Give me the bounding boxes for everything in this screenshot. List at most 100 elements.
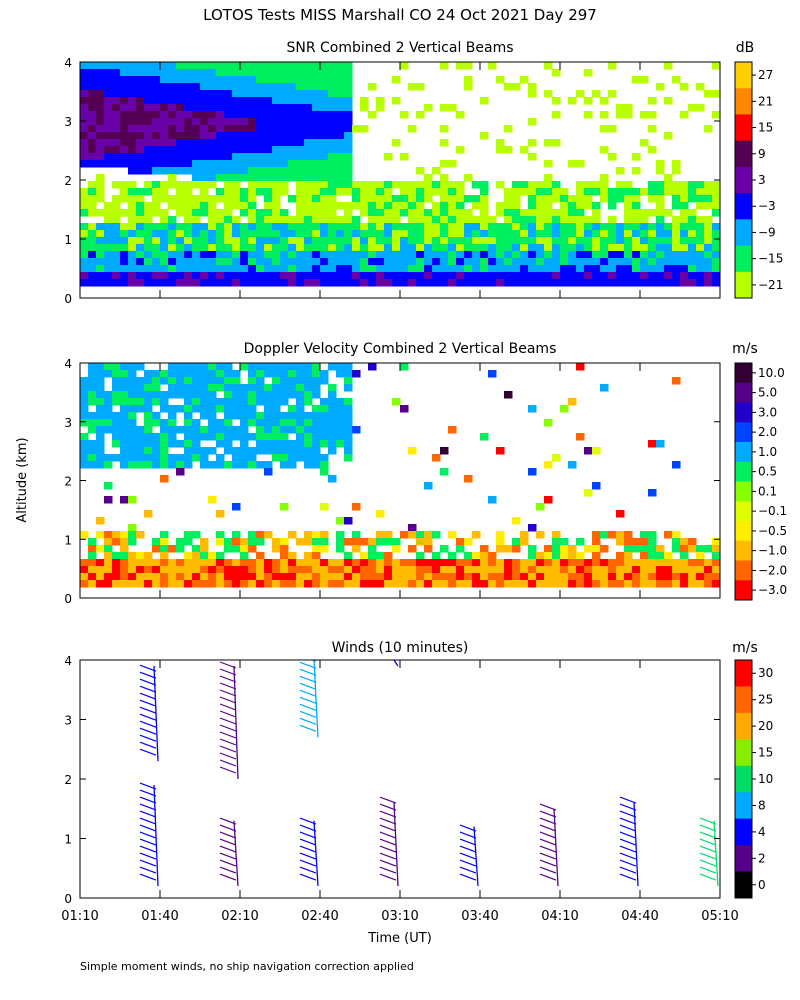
heatmap-cell [664, 188, 673, 196]
heatmap-cell [456, 237, 465, 245]
heatmap-cell [160, 419, 169, 427]
heatmap-cell [128, 209, 137, 217]
heatmap-cell [328, 139, 337, 147]
heatmap-cell [672, 181, 681, 189]
y-tick-label: 0 [64, 592, 72, 606]
heatmap-cell [232, 384, 241, 392]
heatmap-cell [152, 433, 161, 441]
heatmap-cell [168, 160, 177, 168]
heatmap-cell [176, 195, 185, 203]
heatmap-cell [528, 559, 537, 567]
heatmap-cell [184, 230, 193, 238]
heatmap-cell [368, 244, 377, 252]
heatmap-cell [152, 230, 161, 238]
heatmap-cell [368, 251, 377, 259]
heatmap-cell [296, 125, 305, 133]
wind-barb [619, 796, 637, 804]
heatmap-cell [432, 181, 441, 189]
heatmap-cell [88, 181, 97, 189]
heatmap-cell [80, 153, 89, 161]
heatmap-cell [536, 265, 545, 273]
colorbar-swatch [735, 765, 752, 793]
heatmap-cell [136, 566, 145, 574]
heatmap-cell [176, 90, 185, 98]
heatmap-cell [408, 272, 417, 280]
heatmap-cell [240, 384, 249, 392]
heatmap-cell [248, 251, 257, 259]
heatmap-cell [368, 188, 377, 196]
heatmap-cell [176, 265, 185, 273]
heatmap-cell [560, 405, 569, 413]
heatmap-cell [344, 272, 353, 280]
heatmap-cell [208, 405, 217, 413]
heatmap-cell [392, 237, 401, 245]
heatmap-cell [152, 398, 161, 406]
heatmap-cell [704, 195, 713, 203]
heatmap-cell [256, 244, 265, 252]
heatmap-cell [232, 580, 241, 588]
heatmap-cell [256, 447, 265, 455]
heatmap-cell [248, 104, 257, 112]
heatmap-cell [96, 377, 105, 385]
heatmap-cell [440, 468, 449, 476]
heatmap-cell [448, 279, 457, 287]
heatmap-cell [304, 76, 313, 84]
heatmap-cell [176, 566, 185, 574]
heatmap-cell [376, 188, 385, 196]
heatmap-cell [360, 580, 369, 588]
heatmap-cell [304, 391, 313, 399]
heatmap-cell [136, 398, 145, 406]
heatmap-cell [224, 195, 233, 203]
heatmap-cell [96, 531, 105, 539]
heatmap-cell [496, 265, 505, 273]
heatmap-cell [96, 545, 105, 553]
wind-barb [619, 866, 637, 874]
heatmap-cell [256, 272, 265, 280]
heatmap-cell [360, 230, 369, 238]
heatmap-cell [88, 202, 97, 210]
heatmap-cell [680, 237, 689, 245]
heatmap-cell [264, 580, 273, 588]
heatmap-cell [296, 265, 305, 273]
heatmap-cell [600, 279, 609, 287]
wind-barb [619, 817, 637, 825]
heatmap-cell [672, 279, 681, 287]
heatmap-cell [96, 573, 105, 581]
heatmap-cell [216, 580, 225, 588]
heatmap-cell [320, 559, 329, 567]
heatmap-cell [400, 223, 409, 231]
heatmap-cell [304, 251, 313, 259]
heatmap-cell [584, 559, 593, 567]
heatmap-cell [480, 580, 489, 588]
heatmap-cell [296, 237, 305, 245]
heatmap-cell [304, 237, 313, 245]
heatmap-cell [704, 230, 713, 238]
heatmap-cell [296, 230, 305, 238]
heatmap-cell [416, 216, 425, 224]
heatmap-cell [96, 566, 105, 574]
heatmap-cell [712, 62, 720, 70]
heatmap-cell [680, 545, 689, 553]
heatmap-cell [304, 419, 313, 427]
heatmap-cell [256, 391, 265, 399]
heatmap-cell [576, 223, 585, 231]
heatmap-cell [96, 146, 105, 154]
heatmap-cell [120, 363, 129, 371]
heatmap-cell [656, 580, 665, 588]
heatmap-cell [296, 76, 305, 84]
heatmap-cell [192, 384, 201, 392]
heatmap-cell [552, 209, 561, 217]
heatmap-cell [320, 188, 329, 196]
heatmap-cell [296, 363, 305, 371]
heatmap-cell [576, 188, 585, 196]
colorbar-frame [734, 362, 753, 601]
heatmap-cell [120, 496, 129, 504]
heatmap-cell [368, 363, 377, 371]
heatmap-cell [168, 181, 177, 189]
heatmap-cell [472, 573, 481, 581]
heatmap-cell [320, 90, 329, 98]
heatmap-cell [456, 538, 465, 546]
heatmap-cell [312, 461, 321, 469]
heatmap-cell [120, 195, 129, 203]
heatmap-cell [144, 433, 153, 441]
